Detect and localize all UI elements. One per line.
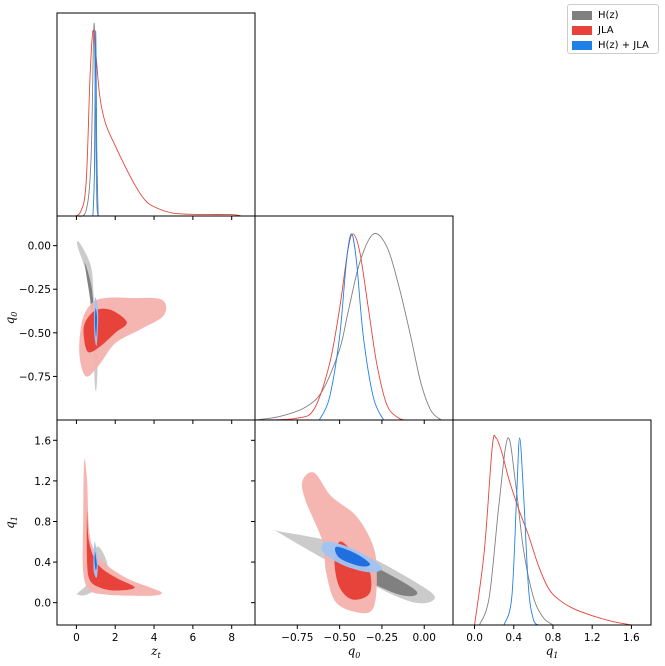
y-axis-label-q0-main: q [3,316,17,324]
y-tick-label-q1-3: 1.2 [34,476,51,488]
y-axis-label-q0-sub: 0 [10,312,19,317]
x-axis-label-q1-sub: 1 [553,651,558,660]
legend-entry-jla: JLA [572,23,654,38]
plot-layer [70,23,632,626]
x-tick-label-q0-3: 0.00 [413,632,436,644]
y-tick-label-q1-2: 0.8 [34,516,51,528]
x-tick-label-zt-0: 0 [73,632,80,644]
x-axis-label-zt-main: z [150,644,158,658]
x-axis-label-q0-sub: 0 [355,651,360,660]
frame-layer [56,12,652,626]
x-tick-label-q0-1: −0.50 [324,632,356,644]
marginal-q0-jla [263,233,408,421]
x-tick-label-zt-3: 6 [190,632,197,644]
x-tick-label-q1-1: 0.4 [505,632,522,644]
contour-inner-q0_vs_zt-h-z-jla [95,308,98,337]
x-tick-label-zt-4: 8 [228,632,235,644]
x-axis-label-zt-sub: t [158,651,162,660]
marginal-zt-h-z [76,23,100,217]
legend-entry-hz: H(z) [572,8,654,23]
contour-inner-q1_vs_q0-h-z-jla [334,546,371,567]
legend-swatch-hz-jla [572,41,592,50]
y-tick-label-q0-1: −0.50 [19,328,51,340]
x-axis-label-zt: zt [150,644,161,660]
y-tick-label-q1-1: 0.4 [34,557,51,569]
marginal-q1-h-z-jla [503,437,539,626]
x-tick-label-zt-1: 2 [112,632,119,644]
y-tick-label-q1-4: 1.6 [34,435,51,447]
y-tick-label-q0-3: 0.00 [28,241,51,253]
y-axis-label-q1-sub: 1 [10,516,19,521]
marginal-q0-h-z [254,233,442,421]
x-axis-label-q0: q0 [348,644,361,660]
x-axis-label-q1: q1 [546,644,559,660]
marginal-zt-jla [70,29,242,217]
contour-outer-q0_vs_zt-h-z [76,241,98,392]
x-axis-label-q0-main: q [348,644,356,658]
legend-label-hz: H(z) [598,10,619,21]
x-tick-label-q1-0: 0.0 [466,632,483,644]
legend: H(z) JLA H(z) + JLA [567,4,659,54]
x-tick-label-q1-3: 1.2 [584,632,601,644]
x-tick-label-q0-0: −0.75 [281,632,313,644]
y-axis-label-q1: q1 [3,516,19,529]
y-tick-label-q0-2: −0.25 [19,284,51,296]
panel-frame-2-2 [452,419,652,626]
y-tick-label-q1-0: 0.0 [34,598,51,610]
legend-swatch-jla [572,26,592,35]
legend-label-hz-jla: H(z) + JLA [598,40,649,51]
y-axis-label-q0: q0 [3,312,19,325]
panel-frame-1-1 [254,215,454,421]
x-tick-label-q0-2: −0.25 [366,632,398,644]
legend-entry-hz-jla: H(z) + JLA [572,38,654,53]
tick-layer: 0 2 4 6 8 −0.75 −0.50 −0.25 0.00 0.0 0.4 0.8 1.2 1.6−… [3,216,640,660]
x-tick-label-q1-2: 0.8 [545,632,562,644]
y-tick-label-q0-0: −0.75 [19,371,51,383]
contour-inner-q1_vs_zt-jla [86,511,135,591]
legend-label-jla: JLA [598,25,614,36]
panel-frame-0-0 [56,12,256,217]
x-tick-label-zt-2: 4 [151,632,158,644]
contour-outer-q1_vs_zt-jla [82,458,162,596]
marginal-q1-jla [474,434,632,626]
marginal-q0-h-z-jla [318,233,385,421]
x-axis-label-q1-main: q [546,644,554,658]
contour-inner-q1_vs_zt-h-z-jla [94,551,97,571]
marginal-zt-h-z-jla [92,30,99,217]
y-axis-label-q1-main: q [3,521,17,529]
x-tick-label-q1-4: 1.6 [623,632,640,644]
legend-swatch-hz [572,11,592,20]
marginal-q1-h-z [479,437,554,626]
